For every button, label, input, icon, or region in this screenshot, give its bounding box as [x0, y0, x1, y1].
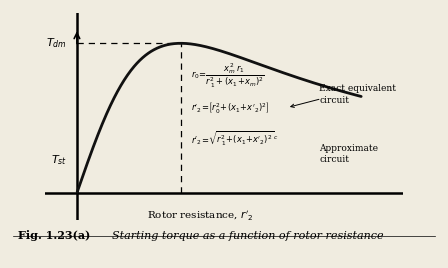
Text: $r'_2\!=\!\sqrt{r^2_{\,1}\!+\!(x_1\!+\!x'_2)^2}^{\;c}$: $r'_2\!=\!\sqrt{r^2_{\,1}\!+\!(x_1\!+\!x… — [191, 130, 279, 148]
Text: Starting torque as a function of rotor resistance: Starting torque as a function of rotor r… — [112, 231, 383, 241]
Text: Fig. 1.23(a): Fig. 1.23(a) — [18, 230, 90, 241]
Text: $r_0\!=\!\dfrac{x^2_m\,r_1}{r^2_{\,1}+(x_1\!+\!x_m)^2}$: $r_0\!=\!\dfrac{x^2_m\,r_1}{r^2_{\,1}+(x… — [191, 61, 264, 90]
Text: Rotor resistance, $r'_2$: Rotor resistance, $r'_2$ — [147, 208, 254, 222]
Text: Approximate
circuit: Approximate circuit — [319, 144, 378, 164]
Text: $T_{st}$: $T_{st}$ — [51, 153, 67, 167]
Text: $r'_2\!=\!\left[r^2_0\!+\!(x_1\!+\!x'_2)^2\right]$: $r'_2\!=\!\left[r^2_0\!+\!(x_1\!+\!x'_2)… — [191, 100, 269, 115]
Text: Exact equivalent
circuit: Exact equivalent circuit — [319, 84, 396, 105]
Text: $T_{dm}$: $T_{dm}$ — [46, 36, 67, 50]
